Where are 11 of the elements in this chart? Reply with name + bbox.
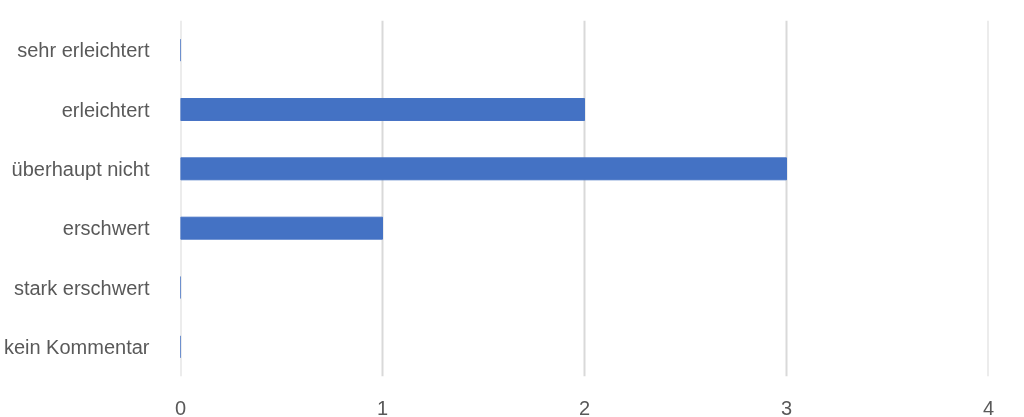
y-tick-label: sehr erleichtert bbox=[17, 39, 150, 62]
y-tick-label: überhaupt nicht bbox=[11, 157, 150, 180]
y-tick-label: erschwert bbox=[62, 217, 150, 240]
x-tick-label: 2 bbox=[578, 396, 591, 417]
y-tick-label: erleichtert bbox=[61, 98, 150, 121]
y-tick-label: stark erschwert bbox=[13, 276, 150, 299]
x-tick-label: 3 bbox=[780, 396, 793, 417]
x-tick-label: 4 bbox=[982, 396, 995, 417]
x-tick-label: 1 bbox=[376, 396, 389, 417]
y-tick-label: kein Kommentar bbox=[3, 335, 150, 358]
x-tick-label: 0 bbox=[174, 396, 187, 417]
